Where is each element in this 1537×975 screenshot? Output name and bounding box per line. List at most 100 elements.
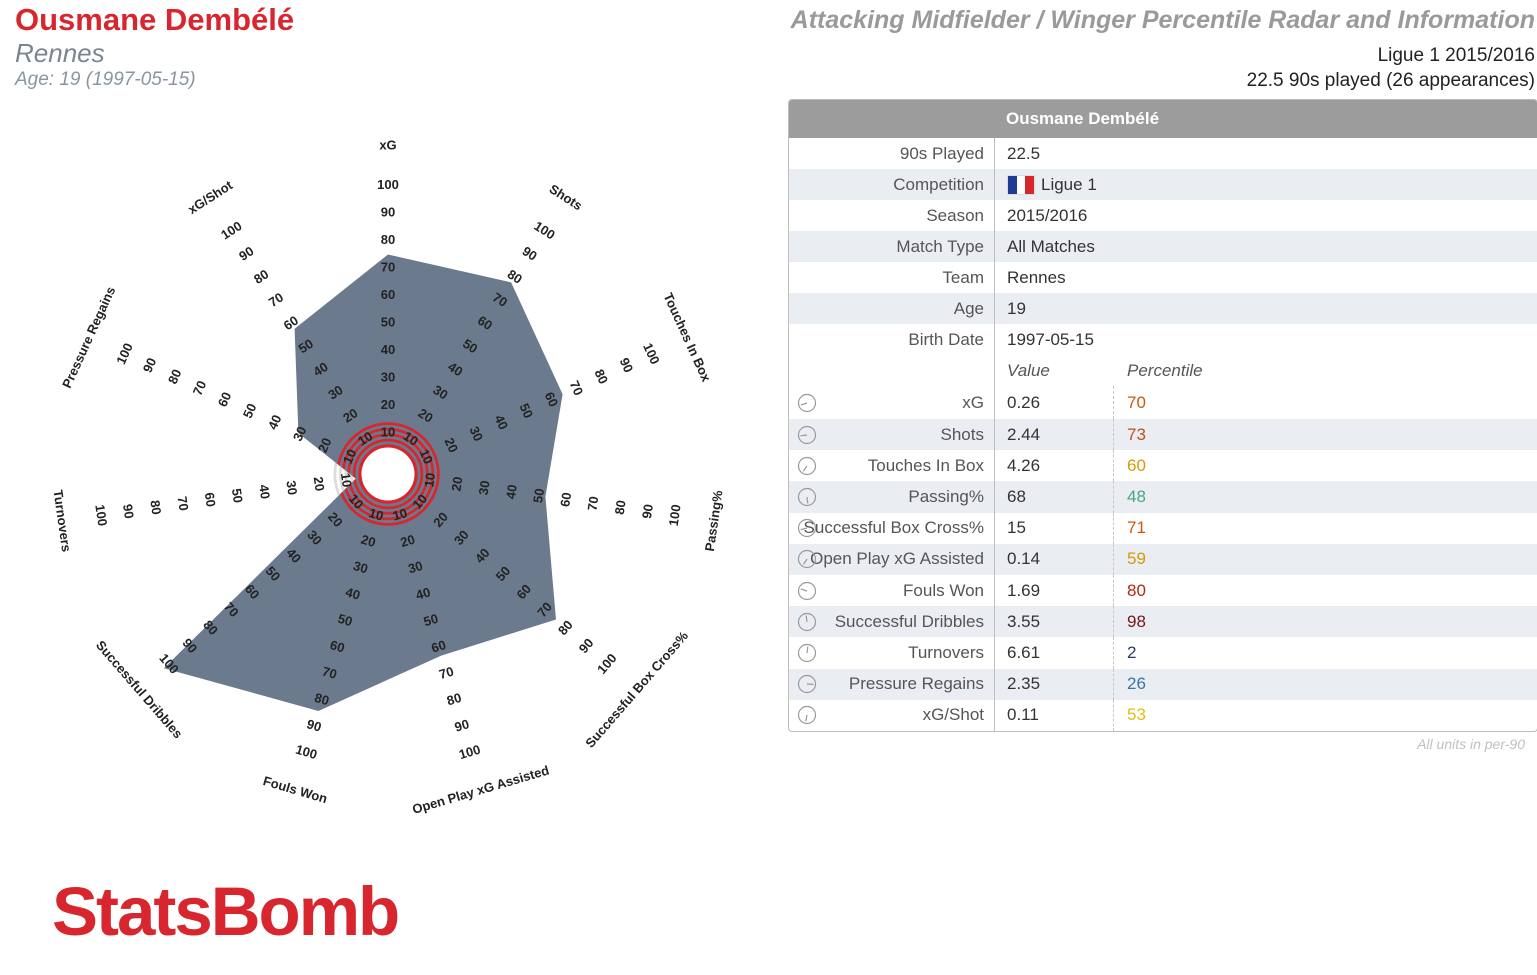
stat-label-cell: Open Play xG Assisted (789, 543, 995, 575)
info-row: Competition Ligue 1 (789, 169, 1537, 200)
radar-tick-label: 60 (281, 313, 301, 333)
radar-tick-label: 40 (381, 342, 395, 357)
stat-value: 0.11 (995, 699, 1114, 731)
radar-tick-label: 10 (367, 505, 385, 523)
radar-tick-label: 10 (391, 505, 409, 523)
radar-axis-label: Successful Dribbles (93, 638, 186, 742)
stat-label: Successful Dribbles (834, 611, 984, 631)
radar-tick-label: 80 (592, 367, 612, 386)
radar-axis-label: Touches In Box (661, 291, 715, 385)
radar-tick-label: 30 (406, 558, 424, 576)
info-value-cell: 19 (995, 293, 1026, 324)
percentile-gauge-icon (797, 550, 817, 569)
radar-tick-label: 40 (256, 484, 273, 500)
radar-center-hole (361, 447, 415, 501)
radar-tick-label: 30 (352, 558, 370, 576)
player-info-table: Ousmane Dembélé 90s Played 22.5 Competitio… (788, 99, 1537, 732)
radar-tick-label: 50 (336, 611, 354, 629)
stat-row: Turnovers 6.61 2 (789, 637, 1537, 669)
radar-tick-label: 60 (328, 637, 346, 655)
radar-tick-label: 10 (381, 424, 395, 439)
radar-tick-label: 30 (476, 480, 493, 496)
radar-point-0 (387, 253, 389, 255)
percentile-gauge-icon (797, 674, 817, 694)
radar-tick-label: 20 (448, 476, 465, 492)
radar-tick-label: 90 (576, 635, 597, 656)
radar-tick-label: 10 (340, 447, 360, 466)
france-flag-icon (1007, 174, 1035, 195)
radar-tick-label: 70 (490, 290, 510, 310)
radar-axis-label: xG/Shot (185, 177, 236, 217)
stat-header-row: Value Percentile (789, 355, 1537, 386)
radar-tick-label: 80 (445, 690, 463, 708)
radar-tick-label: 20 (415, 405, 435, 425)
radar-tick-label: 70 (321, 664, 339, 682)
radar-tick-label: 20 (381, 397, 395, 412)
stat-percentile: 70 (1127, 392, 1146, 412)
radar-tick-label: 20 (340, 405, 360, 425)
info-row: Age 19 (789, 293, 1537, 324)
stat-value: 2.35 (995, 668, 1114, 700)
stat-value: 1.69 (995, 574, 1114, 607)
stat-percentile: 26 (1127, 674, 1146, 694)
info-row: Season 2015/2016 (789, 200, 1537, 231)
stat-percentile: 59 (1127, 549, 1146, 569)
stat-percentile: 71 (1127, 518, 1146, 538)
radar-tick-label: 60 (475, 313, 495, 333)
info-value: Ligue 1 (1041, 174, 1097, 194)
stat-label-cell: xG (789, 386, 995, 419)
percentile-header: Percentile (1127, 360, 1203, 380)
radar-tick-label: 60 (381, 287, 395, 302)
info-value: Rennes (1007, 267, 1066, 287)
radar-tick-label: 30 (381, 369, 395, 384)
radar-tick-label: 80 (165, 367, 185, 386)
stat-label-cell: Shots (789, 419, 995, 451)
radar-tick-label: 50 (381, 314, 395, 329)
stat-value: 4.26 (995, 450, 1114, 482)
radar-tick-label: 100 (377, 177, 399, 192)
radar-tick-label: 60 (202, 491, 219, 507)
stat-row: xG/Shot 0.11 53 (789, 699, 1537, 731)
stat-percentile: 80 (1127, 580, 1146, 600)
radar-tick-label: 80 (555, 617, 576, 638)
radar-tick-label: 100 (92, 503, 110, 527)
radar-tick-label: 100 (531, 218, 557, 242)
radar-tick-label: 100 (640, 341, 663, 367)
radar-tick-label: 90 (120, 503, 137, 519)
radar-tick-label: 80 (505, 266, 525, 286)
radar-tick-label: 90 (520, 243, 540, 263)
info-rows: 90s Played 22.5 Competition Ligue 1 Season 20… (789, 138, 1537, 355)
info-value: 22.5 (1007, 143, 1041, 163)
stat-row: Fouls Won 1.69 80 (789, 574, 1537, 607)
info-label: Age (789, 293, 995, 324)
stat-row: Passing% 68 48 (789, 481, 1537, 513)
stat-percentile: 53 (1127, 705, 1146, 725)
radar-tick-label: 60 (215, 390, 235, 409)
radar-axis-label: Turnovers (50, 489, 74, 553)
radar-tick-label: 20 (315, 435, 335, 454)
radar-tick-label: 70 (567, 378, 587, 397)
radar-point-4 (555, 618, 557, 620)
radar-tick-label: 70 (437, 664, 455, 682)
radar-tick-label: 80 (147, 499, 164, 515)
stat-label: Shots (940, 424, 984, 444)
stat-label: Passing% (908, 486, 984, 506)
stat-label: Fouls Won (903, 580, 984, 600)
radar-tick-label: 50 (296, 336, 316, 356)
radar-point-5 (440, 654, 442, 656)
radar-tick-label: 100 (666, 503, 684, 527)
radar-tick-label: 80 (612, 499, 629, 515)
stat-label: Successful Box Cross% (803, 518, 984, 538)
stat-header-blank (789, 355, 995, 386)
radar-tick-label: 30 (430, 382, 450, 402)
info-label: Match Type (789, 231, 995, 262)
info-value-cell: 22.5 (995, 138, 1040, 169)
info-label: Team (789, 262, 995, 293)
info-value: 19 (1007, 298, 1026, 318)
stat-value: 68 (995, 481, 1114, 513)
radar-tick-label: 50 (530, 487, 547, 503)
radar-tick-label: 80 (381, 232, 395, 247)
radar-tick-label: 90 (236, 243, 256, 263)
percentile-gauge-icon (797, 425, 817, 444)
radar-tick-label: 10 (338, 472, 355, 488)
